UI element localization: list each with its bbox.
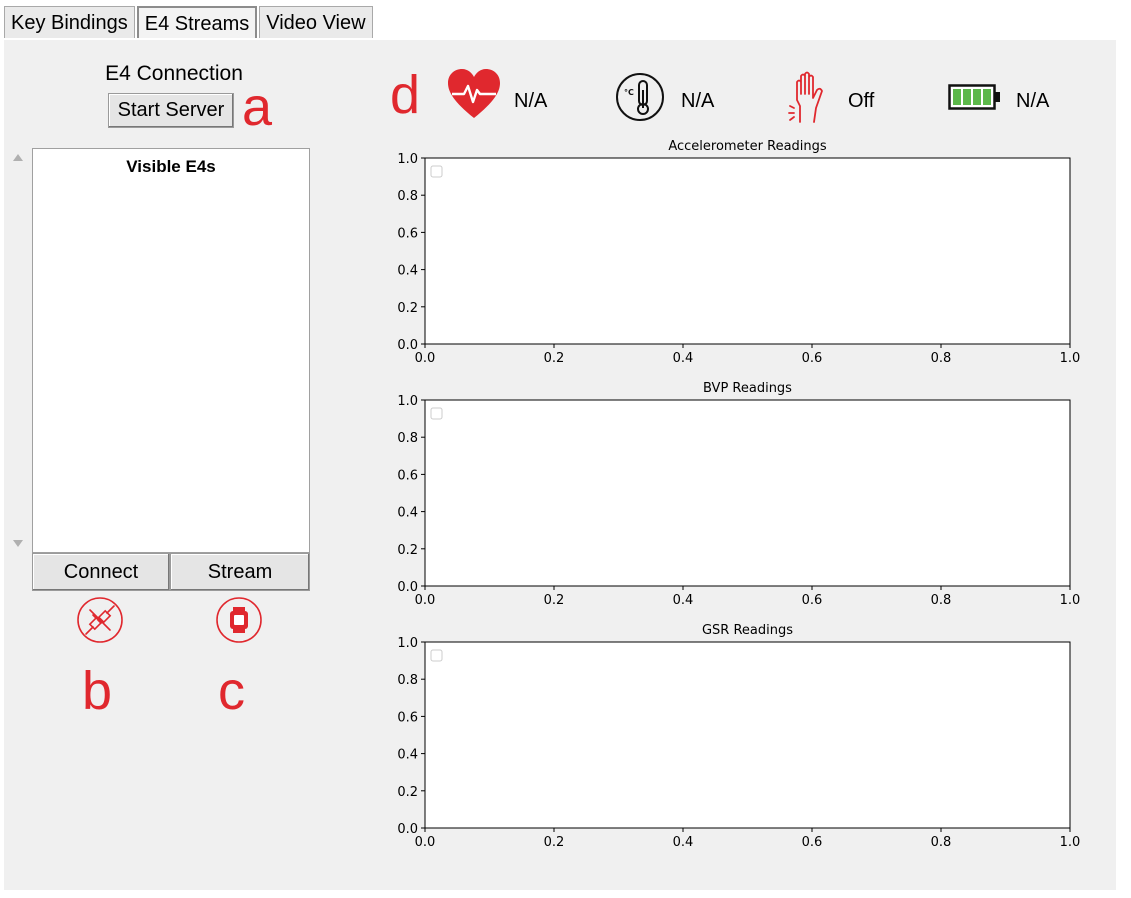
x-tick-label: 0.4: [673, 835, 694, 850]
x-tick-label: 0.0: [415, 593, 436, 608]
y-tick-label: 0.4: [397, 506, 418, 521]
x-tick-label: 0.6: [802, 593, 823, 608]
chart-title: GSR Readings: [702, 623, 793, 638]
y-tick-label: 0.2: [397, 543, 418, 558]
x-tick-label: 0.0: [415, 351, 436, 366]
y-tick-label: 0.4: [397, 748, 418, 763]
y-tick-label: 0.2: [397, 301, 418, 316]
battery-icon: [948, 84, 1000, 110]
scroll-up-icon[interactable]: [13, 154, 23, 161]
svg-text:°C: °C: [624, 88, 634, 97]
y-tick-label: 1.0: [397, 152, 418, 167]
y-tick-label: 0.4: [397, 264, 418, 279]
y-tick-label: 0.0: [397, 338, 418, 353]
legend-box: [430, 407, 443, 420]
annotation-d: d: [390, 65, 421, 125]
y-tick-label: 0.2: [397, 785, 418, 800]
e4-connection-title: E4 Connection: [105, 62, 243, 85]
thermometer-icon: °C: [616, 73, 664, 121]
list-title: Visible E4s: [126, 157, 216, 176]
list-scrollbar[interactable]: [12, 148, 26, 553]
plot-area: [424, 399, 1071, 587]
y-tick-label: 1.0: [397, 636, 418, 651]
visible-e4s-list[interactable]: Visible E4s: [32, 148, 310, 553]
chart-1: BVP Readings 0.0 0.2 0.4 0.6 0.8 1.0 0.0 0.2 0.4 0…: [397, 381, 1080, 608]
y-tick-label: 0.0: [397, 580, 418, 595]
x-tick-label: 0.4: [673, 351, 694, 366]
heart-icon: [448, 69, 500, 118]
x-tick-label: 1.0: [1060, 835, 1081, 850]
y-tick-label: 0.8: [397, 431, 418, 446]
y-tick-label: 0.6: [397, 468, 418, 483]
charts-area: Accelerometer Readings 0.0 0.2 0.4 0.6 0.8 1.0…: [397, 139, 1080, 850]
chart-title: Accelerometer Readings: [668, 139, 827, 154]
x-tick-label: 0.2: [544, 593, 565, 608]
chart-0: Accelerometer Readings 0.0 0.2 0.4 0.6 0.8 1.0…: [397, 139, 1080, 366]
tab-e4-streams[interactable]: E4 Streams: [136, 6, 258, 38]
y-tick-label: 1.0: [397, 394, 418, 409]
x-tick-label: 1.0: [1060, 593, 1081, 608]
chart-title: BVP Readings: [703, 381, 792, 396]
annotation-b: b: [82, 661, 113, 721]
y-tick-label: 0.8: [397, 189, 418, 204]
hand-icon: [788, 71, 823, 123]
unplug-icon: [77, 597, 123, 643]
x-tick-label: 0.2: [544, 835, 565, 850]
e4-streams-panel: E4 Connection Start Server a Visible E4s…: [4, 40, 1116, 890]
x-tick-label: 0.8: [931, 351, 952, 366]
battery-value: N/A: [1016, 90, 1050, 112]
x-tick-label: 0.2: [544, 351, 565, 366]
connect-button[interactable]: Connect: [32, 553, 170, 591]
x-tick-label: 0.8: [931, 593, 952, 608]
y-tick-label: 0.0: [397, 822, 418, 837]
y-tick-label: 0.8: [397, 673, 418, 688]
x-tick-label: 0.4: [673, 593, 694, 608]
legend-box: [430, 165, 443, 178]
x-tick-label: 1.0: [1060, 351, 1081, 366]
x-tick-label: 0.8: [931, 835, 952, 850]
heart-rate-value: N/A: [514, 90, 548, 112]
scroll-down-icon[interactable]: [13, 540, 23, 547]
tab-key-bindings[interactable]: Key Bindings: [4, 6, 135, 38]
annotation-c: c: [218, 661, 245, 721]
watch-icon: [216, 597, 262, 643]
temperature-value: N/A: [681, 90, 715, 112]
x-tick-label: 0.6: [802, 835, 823, 850]
plot-area: [424, 157, 1071, 345]
wrist-status-value: Off: [848, 90, 875, 112]
start-server-button[interactable]: Start Server: [108, 93, 234, 128]
chart-2: GSR Readings 0.0 0.2 0.4 0.6 0.8 1.0 0.0 0.2 0.4 0…: [397, 623, 1080, 850]
tab-video-view[interactable]: Video View: [259, 6, 373, 38]
tab-bar: Key Bindings E4 Streams Video View: [4, 6, 375, 40]
stream-button[interactable]: Stream: [170, 553, 310, 591]
x-tick-label: 0.0: [415, 835, 436, 850]
legend-box: [430, 649, 443, 662]
plot-area: [424, 641, 1071, 829]
y-tick-label: 0.6: [397, 710, 418, 725]
x-tick-label: 0.6: [802, 351, 823, 366]
y-tick-label: 0.6: [397, 226, 418, 241]
annotation-a: a: [242, 77, 273, 137]
